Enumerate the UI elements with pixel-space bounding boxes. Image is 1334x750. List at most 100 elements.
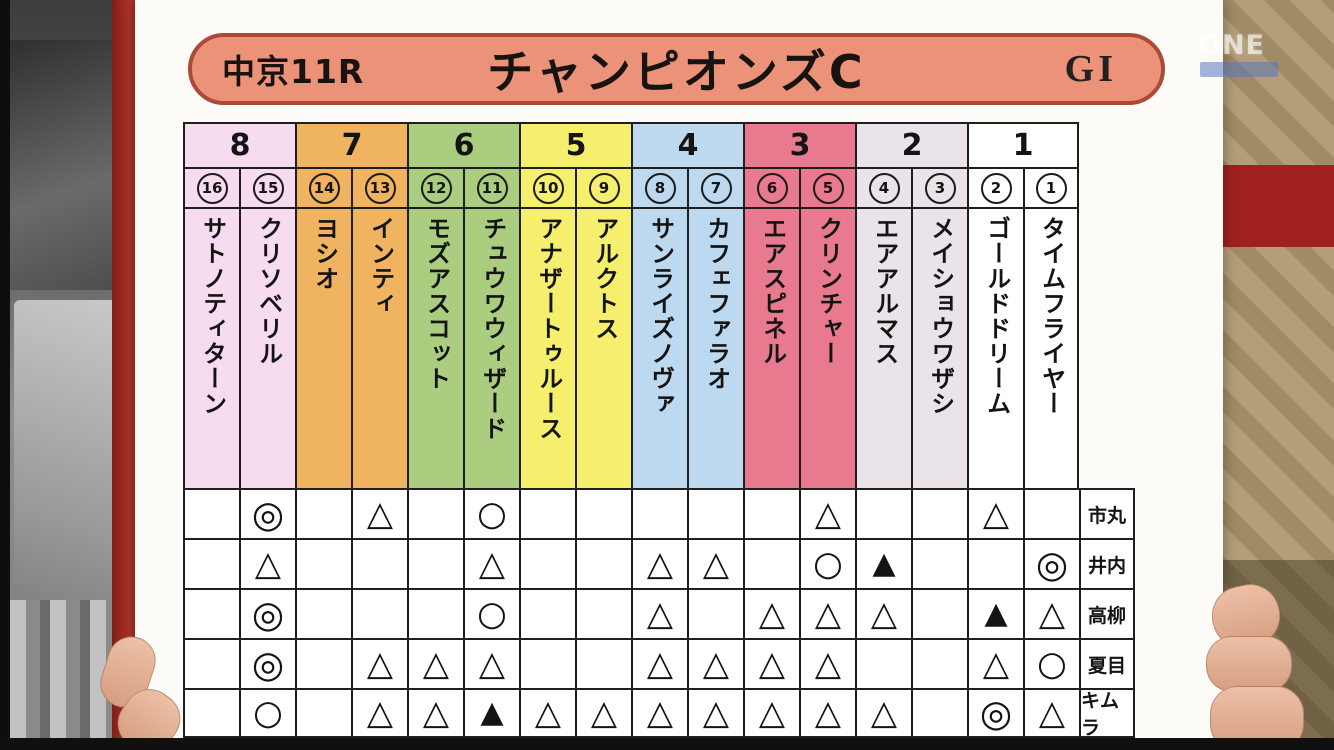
- horse-number-cell: 7: [687, 167, 743, 207]
- prediction-mark: ▲: [480, 695, 504, 730]
- mark-cell: [911, 638, 967, 688]
- prediction-mark: △: [1038, 594, 1066, 634]
- prediction-mark: ◎: [251, 492, 285, 536]
- frame-cell: 4: [631, 122, 743, 167]
- mark-cell: ◎: [239, 588, 295, 638]
- horse-name: ヨシオ: [310, 216, 339, 291]
- horse-number-row: 16 15 14 13 12 11 10 9 8 7 6 5 4 3 2 1: [183, 167, 1135, 207]
- horse-number-cell: 10: [519, 167, 575, 207]
- mark-cell: [183, 538, 239, 588]
- horse-number-circle: 9: [588, 172, 620, 204]
- horse-name: インティ: [366, 216, 395, 316]
- mark-cell: [855, 638, 911, 688]
- mark-cell: [295, 588, 351, 638]
- mark-cell: [575, 488, 631, 538]
- horse-name: クリンチャー: [814, 216, 843, 366]
- prediction-mark: △: [422, 693, 450, 733]
- mark-cell: [351, 538, 407, 588]
- race-title: チャンピオンズC: [487, 45, 866, 99]
- race-header-pill: 中京11R チャンピオンズC GI: [188, 33, 1165, 105]
- watermark-badge: [1200, 62, 1278, 77]
- mark-cell: △: [631, 688, 687, 738]
- pundit-name-cell: キムラ: [1079, 688, 1135, 739]
- prediction-mark: △: [646, 693, 674, 733]
- horse-name-row: サトノティターン クリソベリル ヨシオ インティ モズアスコット チュウワウィザード アナザ…: [183, 207, 1135, 488]
- horse-number-circle: 8: [644, 172, 676, 204]
- mark-cell: △: [855, 588, 911, 638]
- prediction-mark: △: [646, 544, 674, 584]
- mark-cell: [967, 538, 1023, 588]
- horse-name-cell: エアアルマス: [855, 207, 911, 488]
- studio-panel: [14, 300, 122, 600]
- mark-cell: [519, 488, 575, 538]
- horse-number-cell: 13: [351, 167, 407, 207]
- horse-number-cell: 5: [799, 167, 855, 207]
- horse-name-cell: サンライズノヴァ: [631, 207, 687, 488]
- mark-cell: [183, 638, 239, 688]
- horse-number-cell: 8: [631, 167, 687, 207]
- horse-number-circle: 11: [476, 172, 508, 204]
- mark-cell: △: [687, 638, 743, 688]
- mark-cell: [743, 488, 799, 538]
- prediction-mark: △: [982, 644, 1010, 684]
- frame-cell: 6: [407, 122, 519, 167]
- horse-name: アルクトス: [590, 216, 619, 341]
- mark-cell: [575, 588, 631, 638]
- frame-cell: 1: [967, 122, 1079, 167]
- hand-right-finger: [1206, 636, 1292, 692]
- prediction-mark: △: [814, 494, 842, 534]
- mark-cell: △: [799, 638, 855, 688]
- mark-cell: ◎: [239, 638, 295, 688]
- prediction-mark: △: [702, 644, 730, 684]
- horse-number-cell: 2: [967, 167, 1023, 207]
- prediction-mark: ○: [253, 693, 283, 733]
- prediction-mark: ▲: [872, 546, 896, 581]
- pundit-name-cell: 夏目: [1079, 638, 1135, 688]
- mark-cell: [295, 488, 351, 538]
- prediction-row: △ △ △ △ ○ ▲ ◎ 井内: [183, 538, 1135, 588]
- mark-cell: △: [351, 638, 407, 688]
- mark-cell: [407, 488, 463, 538]
- horse-number-circle: 16: [196, 172, 228, 204]
- prediction-mark: △: [366, 494, 394, 534]
- prediction-mark: △: [590, 693, 618, 733]
- frame-cell: 5: [519, 122, 631, 167]
- mark-cell: △: [743, 588, 799, 638]
- mark-cell: ◎: [239, 488, 295, 538]
- prediction-row: ◎ △ △ △ △ △ △ △ △ ○ 夏目: [183, 638, 1135, 688]
- mark-cell: △: [407, 688, 463, 738]
- prediction-mark: △: [478, 544, 506, 584]
- horse-name-cell: ヨシオ: [295, 207, 351, 488]
- horse-name: サトノティターン: [198, 216, 227, 416]
- horse-number-cell: 12: [407, 167, 463, 207]
- horse-number-circle: 12: [420, 172, 452, 204]
- horse-number-cell: 15: [239, 167, 295, 207]
- mark-cell: △: [463, 538, 519, 588]
- prediction-mark: ○: [477, 494, 507, 534]
- horse-number-cell: 16: [183, 167, 239, 207]
- horse-number-circle: 15: [252, 172, 284, 204]
- channel-watermark: ONE: [1198, 30, 1308, 82]
- horse-name: チュウワウィザード: [478, 216, 507, 441]
- mark-cell: △: [351, 488, 407, 538]
- mark-cell: △: [855, 688, 911, 738]
- prediction-mark: △: [646, 594, 674, 634]
- horse-number-circle: 3: [924, 172, 956, 204]
- horse-name: サンライズノヴァ: [646, 216, 675, 416]
- mark-cell: [183, 588, 239, 638]
- mark-cell: △: [743, 638, 799, 688]
- mark-cell: △: [631, 638, 687, 688]
- race-grade-badge: GI: [1064, 48, 1117, 90]
- prediction-mark: △: [814, 594, 842, 634]
- mark-cell: △: [575, 688, 631, 738]
- pundit-name-cell: 井内: [1079, 538, 1135, 588]
- prediction-mark: ◎: [1035, 542, 1069, 586]
- horse-name-cell: クリソベリル: [239, 207, 295, 488]
- prediction-mark: △: [1038, 693, 1066, 733]
- horse-number-circle: 14: [308, 172, 340, 204]
- mark-cell: ▲: [967, 588, 1023, 638]
- mark-cell: [407, 538, 463, 588]
- horse-name-cell: カフェファラオ: [687, 207, 743, 488]
- mark-cell: ◎: [967, 688, 1023, 738]
